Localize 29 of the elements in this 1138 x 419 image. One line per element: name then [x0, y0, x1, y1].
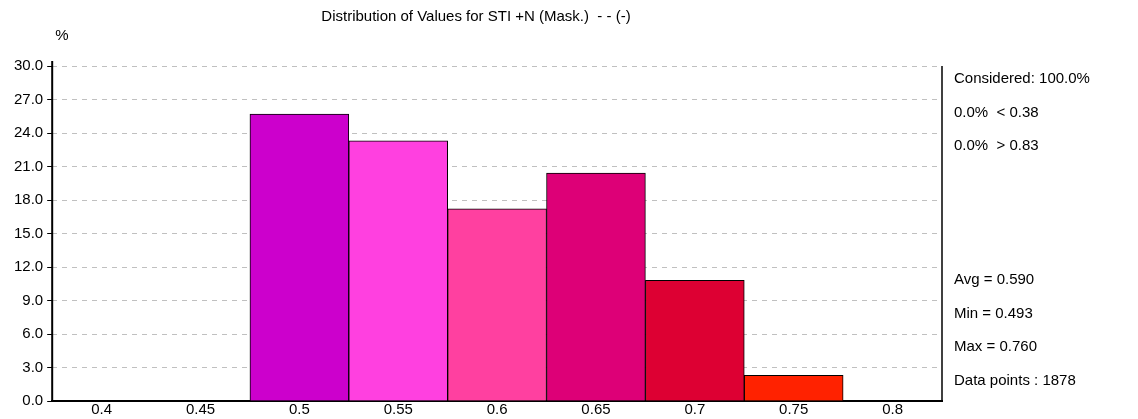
text: 0.0% > 0.83 — [954, 136, 1039, 154]
x-tick-label: 0.5 — [288, 400, 310, 418]
x-tick-label: 0.7 — [684, 400, 706, 418]
x-tick-label: 0.65 — [581, 400, 611, 418]
y-tick-label: 12.0 — [13, 257, 44, 275]
y-tick-label: 27.0 — [13, 89, 44, 107]
x-tick-label: 0.75 — [779, 400, 809, 418]
y-tick-label: 21.0 — [13, 156, 44, 174]
text: Considered: 100.0% — [954, 69, 1090, 87]
x-tick-label: 0.8 — [882, 400, 903, 418]
text: Min = 0.493 — [954, 303, 1033, 321]
text: 0.0% < 0.38 — [954, 102, 1039, 120]
y-tick-label: 3.0 — [22, 357, 44, 375]
x-tick-label: 0.45 — [185, 400, 216, 418]
y-axis-title: % — [55, 26, 69, 44]
y-tick-label: 30.0 — [13, 56, 44, 74]
text: Data points : 1878 — [954, 370, 1076, 388]
y-tick-label: 9.0 — [22, 290, 44, 308]
y-tick-label: 6.0 — [22, 324, 44, 342]
x-tick-label: 0.55 — [383, 400, 413, 418]
text: Avg = 0.590 — [954, 270, 1035, 288]
y-tick-label: 18.0 — [13, 190, 44, 208]
x-tick-label: 0.4 — [91, 400, 113, 418]
x-tick-label: 0.6 — [486, 400, 508, 418]
chart-title: Distribution of Values for STI +N (Mask.) - - (-) — [321, 7, 631, 25]
y-tick-label: 0.0 — [22, 391, 44, 409]
y-tick-label: 24.0 — [13, 123, 44, 141]
y-tick-label: 15.0 — [13, 223, 44, 241]
text: Max = 0.760 — [954, 337, 1037, 355]
